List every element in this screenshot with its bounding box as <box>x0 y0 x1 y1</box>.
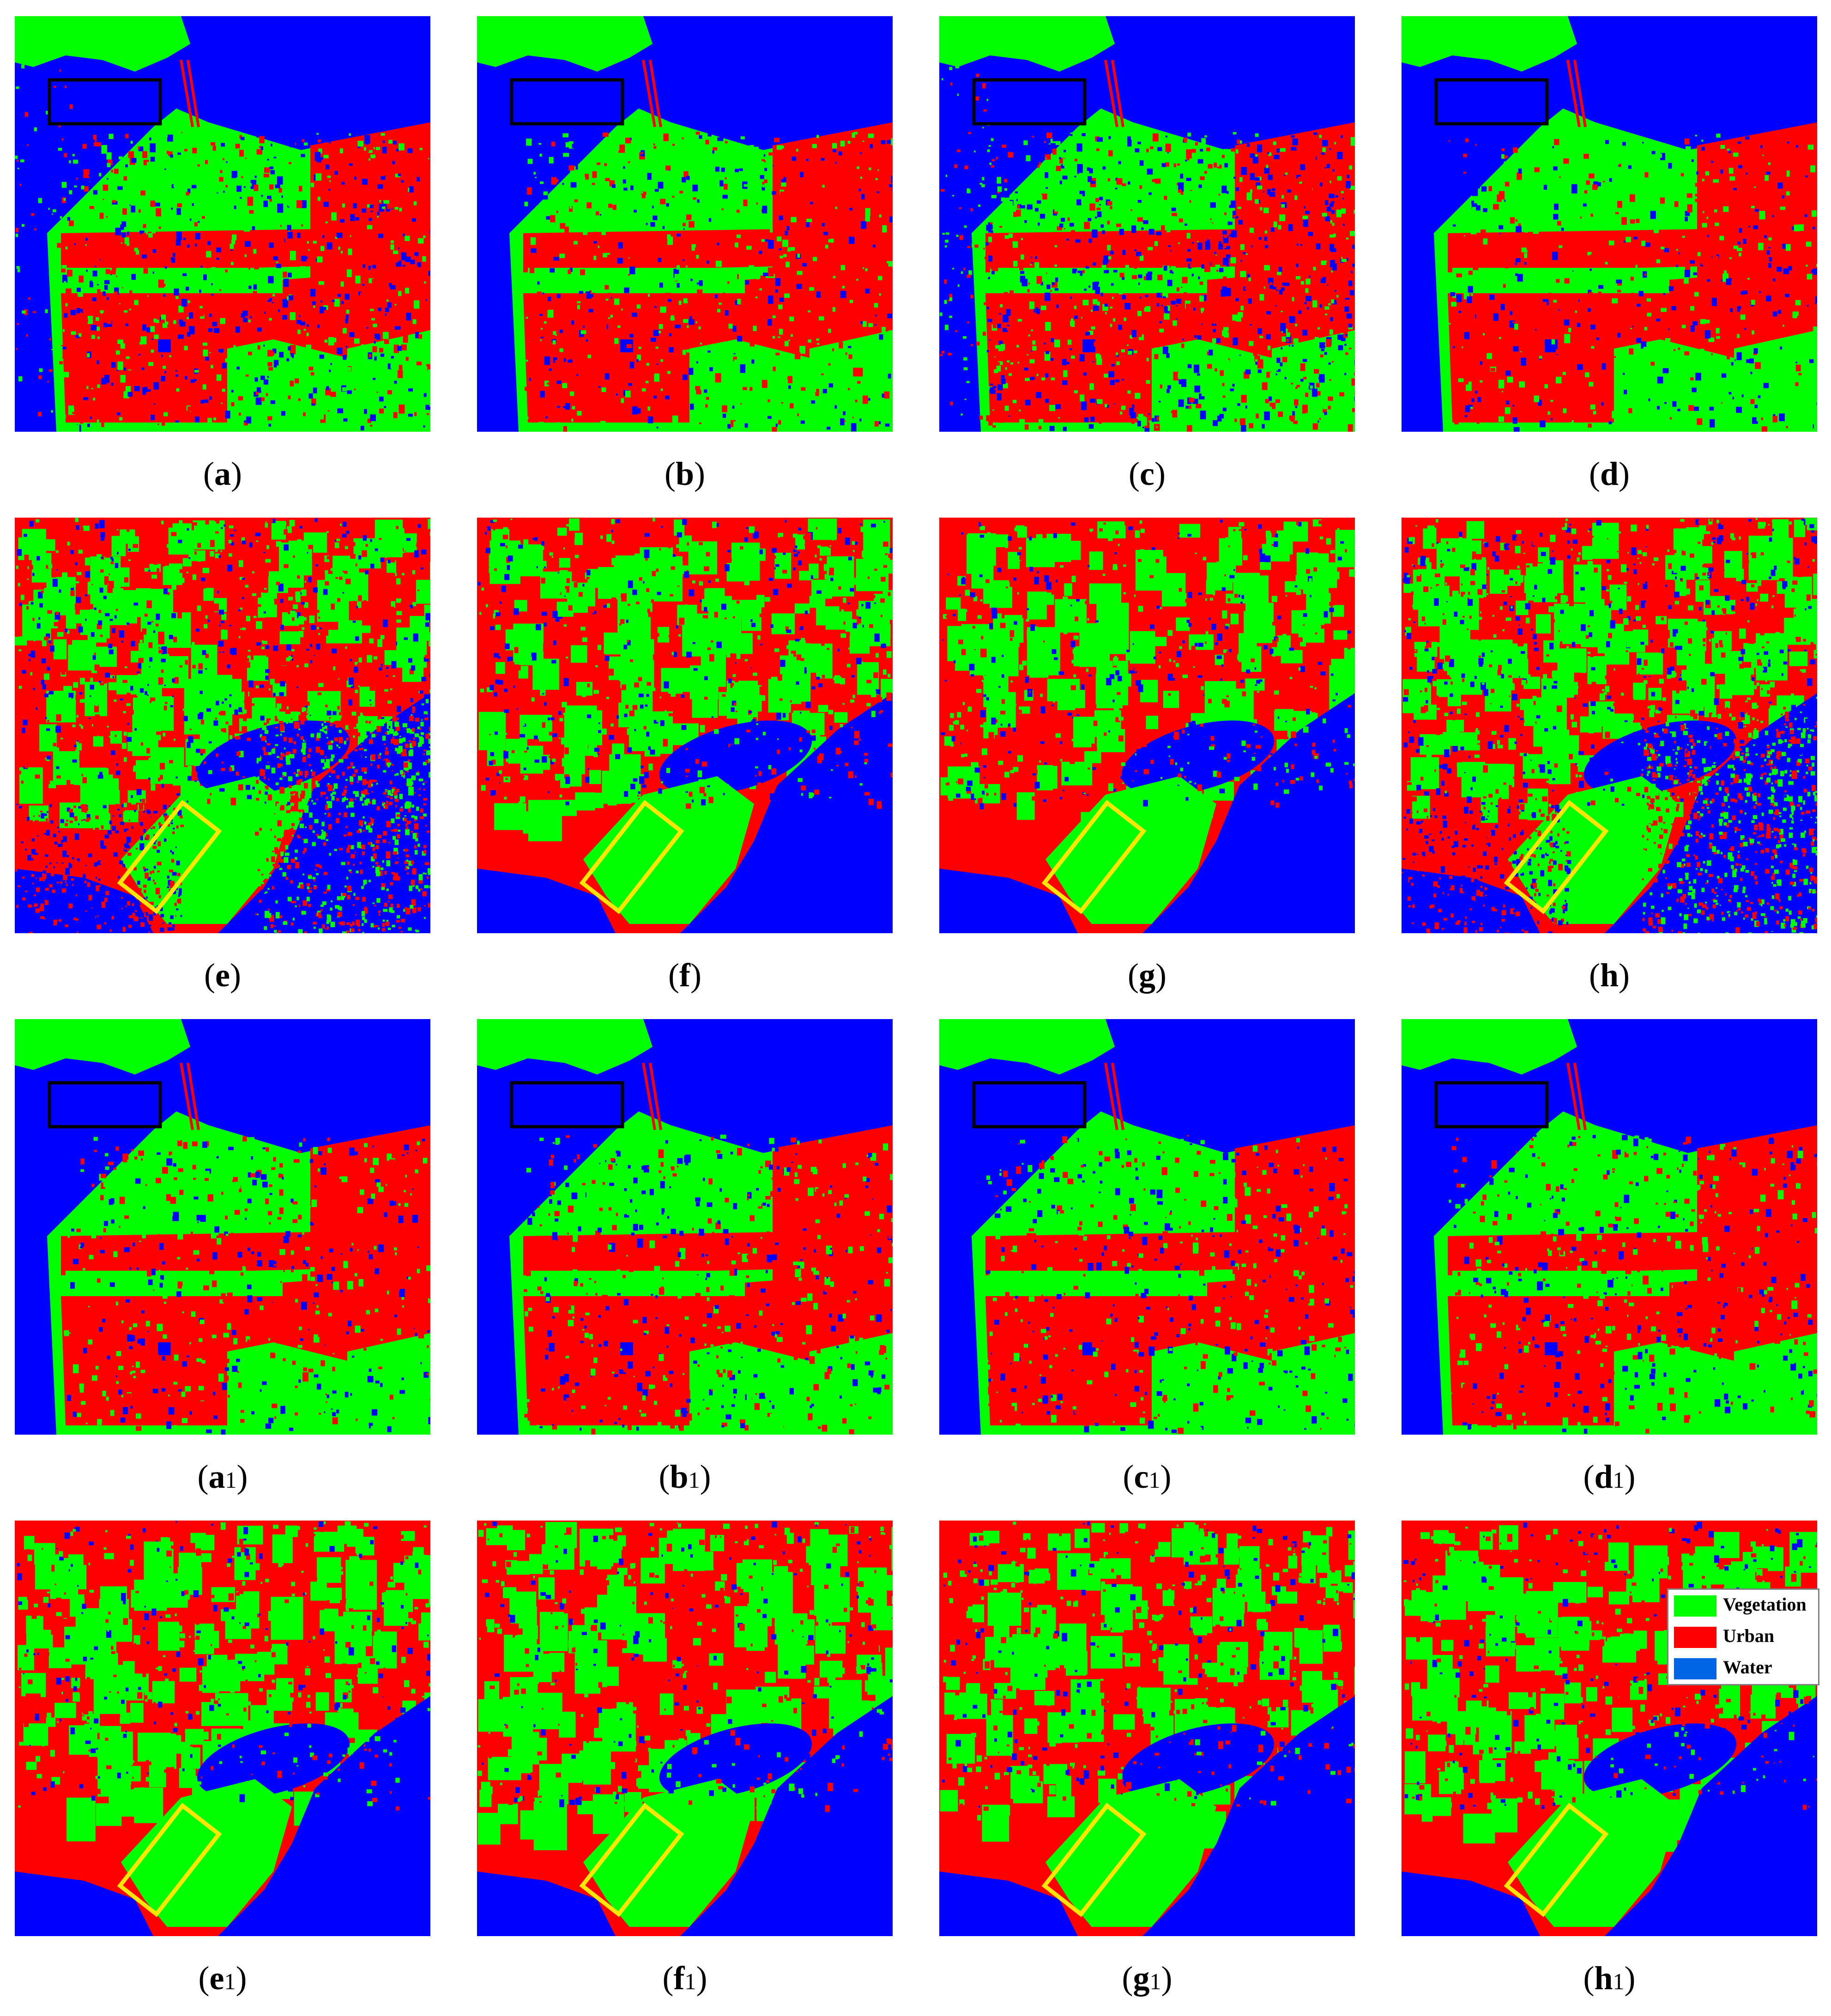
map-panel-d1 <box>1402 1019 1817 1435</box>
legend-item-urban: Urban <box>1668 1621 1818 1654</box>
classification-map-b1 <box>477 1019 893 1435</box>
panel-caption-letter: f <box>673 1960 685 1997</box>
map-panel-c <box>939 16 1355 432</box>
classification-map-d1 <box>1402 1019 1817 1435</box>
panel-caption-b1: (b1) <box>659 1458 711 1495</box>
panel-caption-d1: (d1) <box>1583 1458 1636 1495</box>
panel-caption-g: (g) <box>1128 957 1166 994</box>
classification-map-e <box>15 518 430 933</box>
map-panel-e1 <box>15 1521 430 1936</box>
panel-caption-letter: b <box>670 1458 689 1495</box>
legend-swatch-water <box>1674 1658 1716 1679</box>
panel-caption-letter: d <box>1594 1458 1613 1495</box>
panel-caption-subscript: 1 <box>1613 1968 1625 1994</box>
panel-caption-c1: (c1) <box>1123 1458 1172 1495</box>
classification-map-f <box>477 518 893 933</box>
panel-caption-e: (e) <box>204 957 241 994</box>
map-panel-a1 <box>15 1019 430 1435</box>
classification-map-g1 <box>939 1521 1355 1936</box>
panel-caption-letter: h <box>1594 1960 1613 1997</box>
panel-caption-c: (c) <box>1129 455 1166 492</box>
map-panel-e <box>15 518 430 933</box>
panel-caption-letter: f <box>679 957 690 994</box>
panel-caption-a: (a) <box>203 455 242 492</box>
classification-map-b <box>477 16 893 432</box>
map-panel-b <box>477 16 893 432</box>
panel-caption-subscript: 1 <box>1148 1467 1160 1493</box>
panel-caption-letter: c <box>1140 455 1154 492</box>
legend-label-vegetation: Vegetation <box>1723 1594 1807 1615</box>
legend-swatch-vegetation <box>1674 1595 1716 1617</box>
classification-map-g <box>939 518 1355 933</box>
classification-map-d <box>1402 16 1817 432</box>
panel-caption-letter: h <box>1600 957 1619 994</box>
legend-label-water: Water <box>1723 1657 1772 1678</box>
map-panel-g1 <box>939 1521 1355 1936</box>
panel-caption-e1: (e1) <box>198 1960 247 1997</box>
map-panel-g <box>939 518 1355 933</box>
panel-caption-f1: (f1) <box>662 1960 707 1997</box>
panel-caption-subscript: 1 <box>688 1467 700 1493</box>
panel-caption-g1: (g1) <box>1122 1960 1172 1997</box>
classification-map-a1 <box>15 1019 430 1435</box>
panel-caption-letter: d <box>1600 455 1619 492</box>
panel-caption-subscript: 1 <box>224 1968 236 1994</box>
classification-map-e1 <box>15 1521 430 1936</box>
map-panel-d <box>1402 16 1817 432</box>
panel-caption-h: (h) <box>1589 957 1630 994</box>
panel-caption-letter: g <box>1133 1960 1150 1997</box>
panel-caption-d: (d) <box>1589 455 1630 492</box>
panel-caption-subscript: 1 <box>225 1467 237 1493</box>
legend-label-urban: Urban <box>1723 1625 1775 1646</box>
classification-map-h1 <box>1402 1521 1817 1936</box>
map-panel-f <box>477 518 893 933</box>
legend-item-water: Water <box>1668 1653 1818 1685</box>
map-panel-f1 <box>477 1521 893 1936</box>
panel-caption-letter: e <box>215 957 230 994</box>
panel-caption-letter: e <box>209 1960 224 1997</box>
panel-caption-a1: (a1) <box>197 1458 248 1495</box>
panel-caption-h1: (h1) <box>1583 1960 1636 1997</box>
panel-caption-f: (f) <box>668 957 701 994</box>
panel-caption-letter: g <box>1139 957 1155 994</box>
panel-caption-subscript: 1 <box>1613 1467 1625 1493</box>
map-panel-h1 <box>1402 1521 1817 1936</box>
classification-map-c <box>939 16 1355 432</box>
legend-swatch-urban <box>1674 1627 1716 1648</box>
panel-caption-letter: b <box>675 455 695 492</box>
panel-caption-letter: c <box>1134 1458 1149 1495</box>
panel-caption-letter: a <box>208 1458 225 1495</box>
classification-map-f1 <box>477 1521 893 1936</box>
classification-map-h <box>1402 518 1817 933</box>
legend-item-vegetation: Vegetation <box>1668 1590 1818 1622</box>
panel-caption-subscript: 1 <box>684 1968 696 1994</box>
map-panel-h <box>1402 518 1817 933</box>
legend: Vegetation Urban Water <box>1667 1588 1819 1685</box>
map-panel-c1 <box>939 1019 1355 1435</box>
map-panel-b1 <box>477 1019 893 1435</box>
map-panel-a <box>15 16 430 432</box>
classification-map-a <box>15 16 430 432</box>
classification-map-c1 <box>939 1019 1355 1435</box>
panel-caption-b: (b) <box>664 455 705 492</box>
panel-caption-letter: a <box>214 455 231 492</box>
panel-caption-subscript: 1 <box>1149 1968 1161 1994</box>
